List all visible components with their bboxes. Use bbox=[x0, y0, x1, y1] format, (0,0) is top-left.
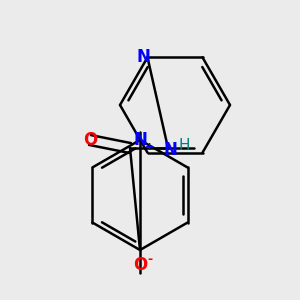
Text: -: - bbox=[147, 253, 153, 266]
Text: N: N bbox=[136, 48, 150, 66]
Text: H: H bbox=[178, 137, 190, 152]
Text: N: N bbox=[163, 141, 177, 159]
Text: O: O bbox=[133, 256, 147, 274]
Text: N: N bbox=[133, 131, 147, 149]
Text: O: O bbox=[83, 131, 97, 149]
Text: +: + bbox=[146, 142, 154, 152]
